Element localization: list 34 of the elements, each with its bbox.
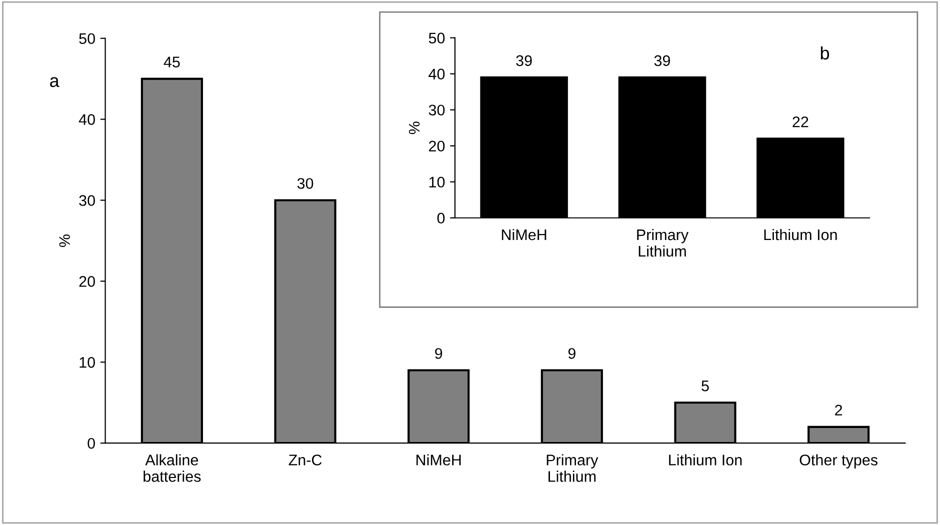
x-tick-label: NiMeH [416,454,461,466]
y-tick-label: 0 [437,212,445,224]
y-axis-title: % [408,122,420,134]
y-tick-label: 20 [79,276,95,287]
y-tick-label: 40 [78,114,95,125]
x-tick-label: Lithium Ion [764,228,837,240]
x-tick-label: Alkaline batteries [144,454,201,482]
text: a [50,77,60,88]
x-tick-label: Primary Lithium [637,228,689,257]
data-label: 30 [297,178,314,189]
y-tick-label: 0 [88,438,95,449]
y-tick-label: 50 [428,32,445,44]
data-label: 9 [435,348,442,359]
data-label: 2 [835,404,842,416]
data-label: 39 [516,55,532,66]
y-tick-label: 30 [79,195,95,206]
x-tick-label: Other types [800,454,878,468]
x-tick-label: Zn-C [288,454,322,466]
y-axis-title: % [59,234,70,247]
y-tick-label: 10 [429,176,445,188]
y-tick-label: 40 [428,68,445,80]
y-tick-label: 20 [429,140,445,152]
data-label: 45 [164,56,180,68]
annotation: b [820,46,830,60]
y-tick-label: 30 [428,104,445,116]
data-label: 5 [702,380,709,392]
x-tick-label: Lithium Ion [669,454,742,466]
y-tick-label: 50 [79,33,95,44]
data-label: 9 [568,348,576,359]
x-tick-label: Primary Lithium [546,454,598,482]
data-label: 39 [654,55,670,66]
data-label: 22 [792,116,808,128]
y-tick-label: 10 [80,357,95,368]
x-tick-label: NiMeH [502,228,546,240]
